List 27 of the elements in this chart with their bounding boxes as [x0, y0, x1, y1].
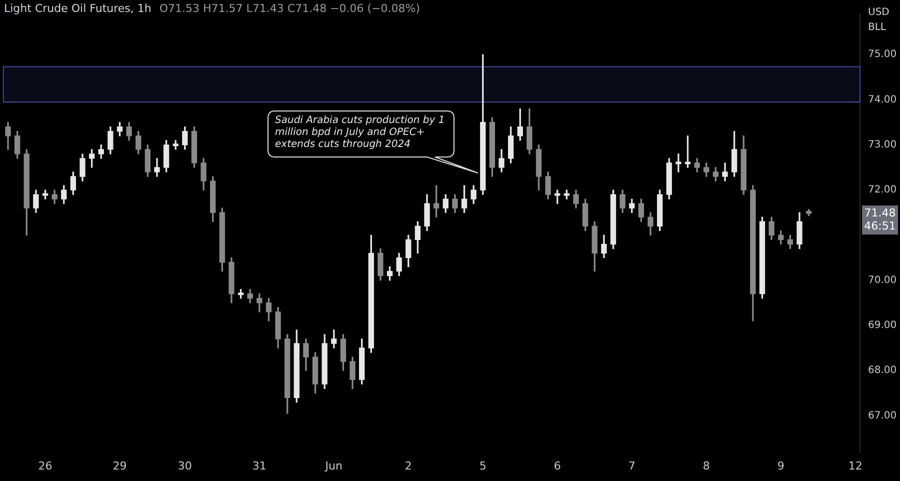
x-tick-label: 8: [702, 459, 710, 472]
y-tick-label: 68.00: [868, 365, 897, 376]
x-tick-label: Jun: [324, 459, 343, 472]
x-tick-label: 7: [628, 459, 636, 472]
y-tick-label: 74.00: [868, 94, 897, 106]
x-tick-label: 9: [777, 459, 784, 472]
x-tick-label: 12: [848, 459, 862, 472]
x-tick-label: 2: [404, 459, 412, 472]
y-tick-label: 69.00: [868, 320, 897, 332]
chart-subtitle: O71.53 H71.57 L71.43 C71.48 −0.06 (−0.08%): [159, 2, 420, 15]
candlestick: [676, 154, 682, 172]
x-tick-label: 30: [178, 459, 192, 472]
x-tick-label: 29: [112, 459, 127, 472]
text: 46:51: [864, 219, 896, 232]
y-tick-label: 75.00: [868, 49, 897, 60]
x-tick-label: 26: [38, 459, 52, 472]
y-tick-label: 72.00: [868, 184, 897, 196]
y-axis-title: USD BLL: [868, 6, 890, 35]
x-tick-label: 31: [252, 459, 266, 472]
annotation: Saudi Arabia cuts production by 1 million bpd in July and OPEC+ extends cuts through 2024: [274, 114, 446, 152]
y-tick-label: 70.00: [868, 274, 897, 286]
text: 71.48: [864, 206, 896, 220]
x-tick-label: 6: [554, 459, 561, 472]
x-tick-label: 5: [479, 459, 486, 472]
chart-title: Light Crude Oil Futures, 1h: [4, 2, 152, 15]
y-tick-label: 67.00: [868, 410, 897, 422]
y-tick-label: 73.00: [868, 139, 897, 150]
